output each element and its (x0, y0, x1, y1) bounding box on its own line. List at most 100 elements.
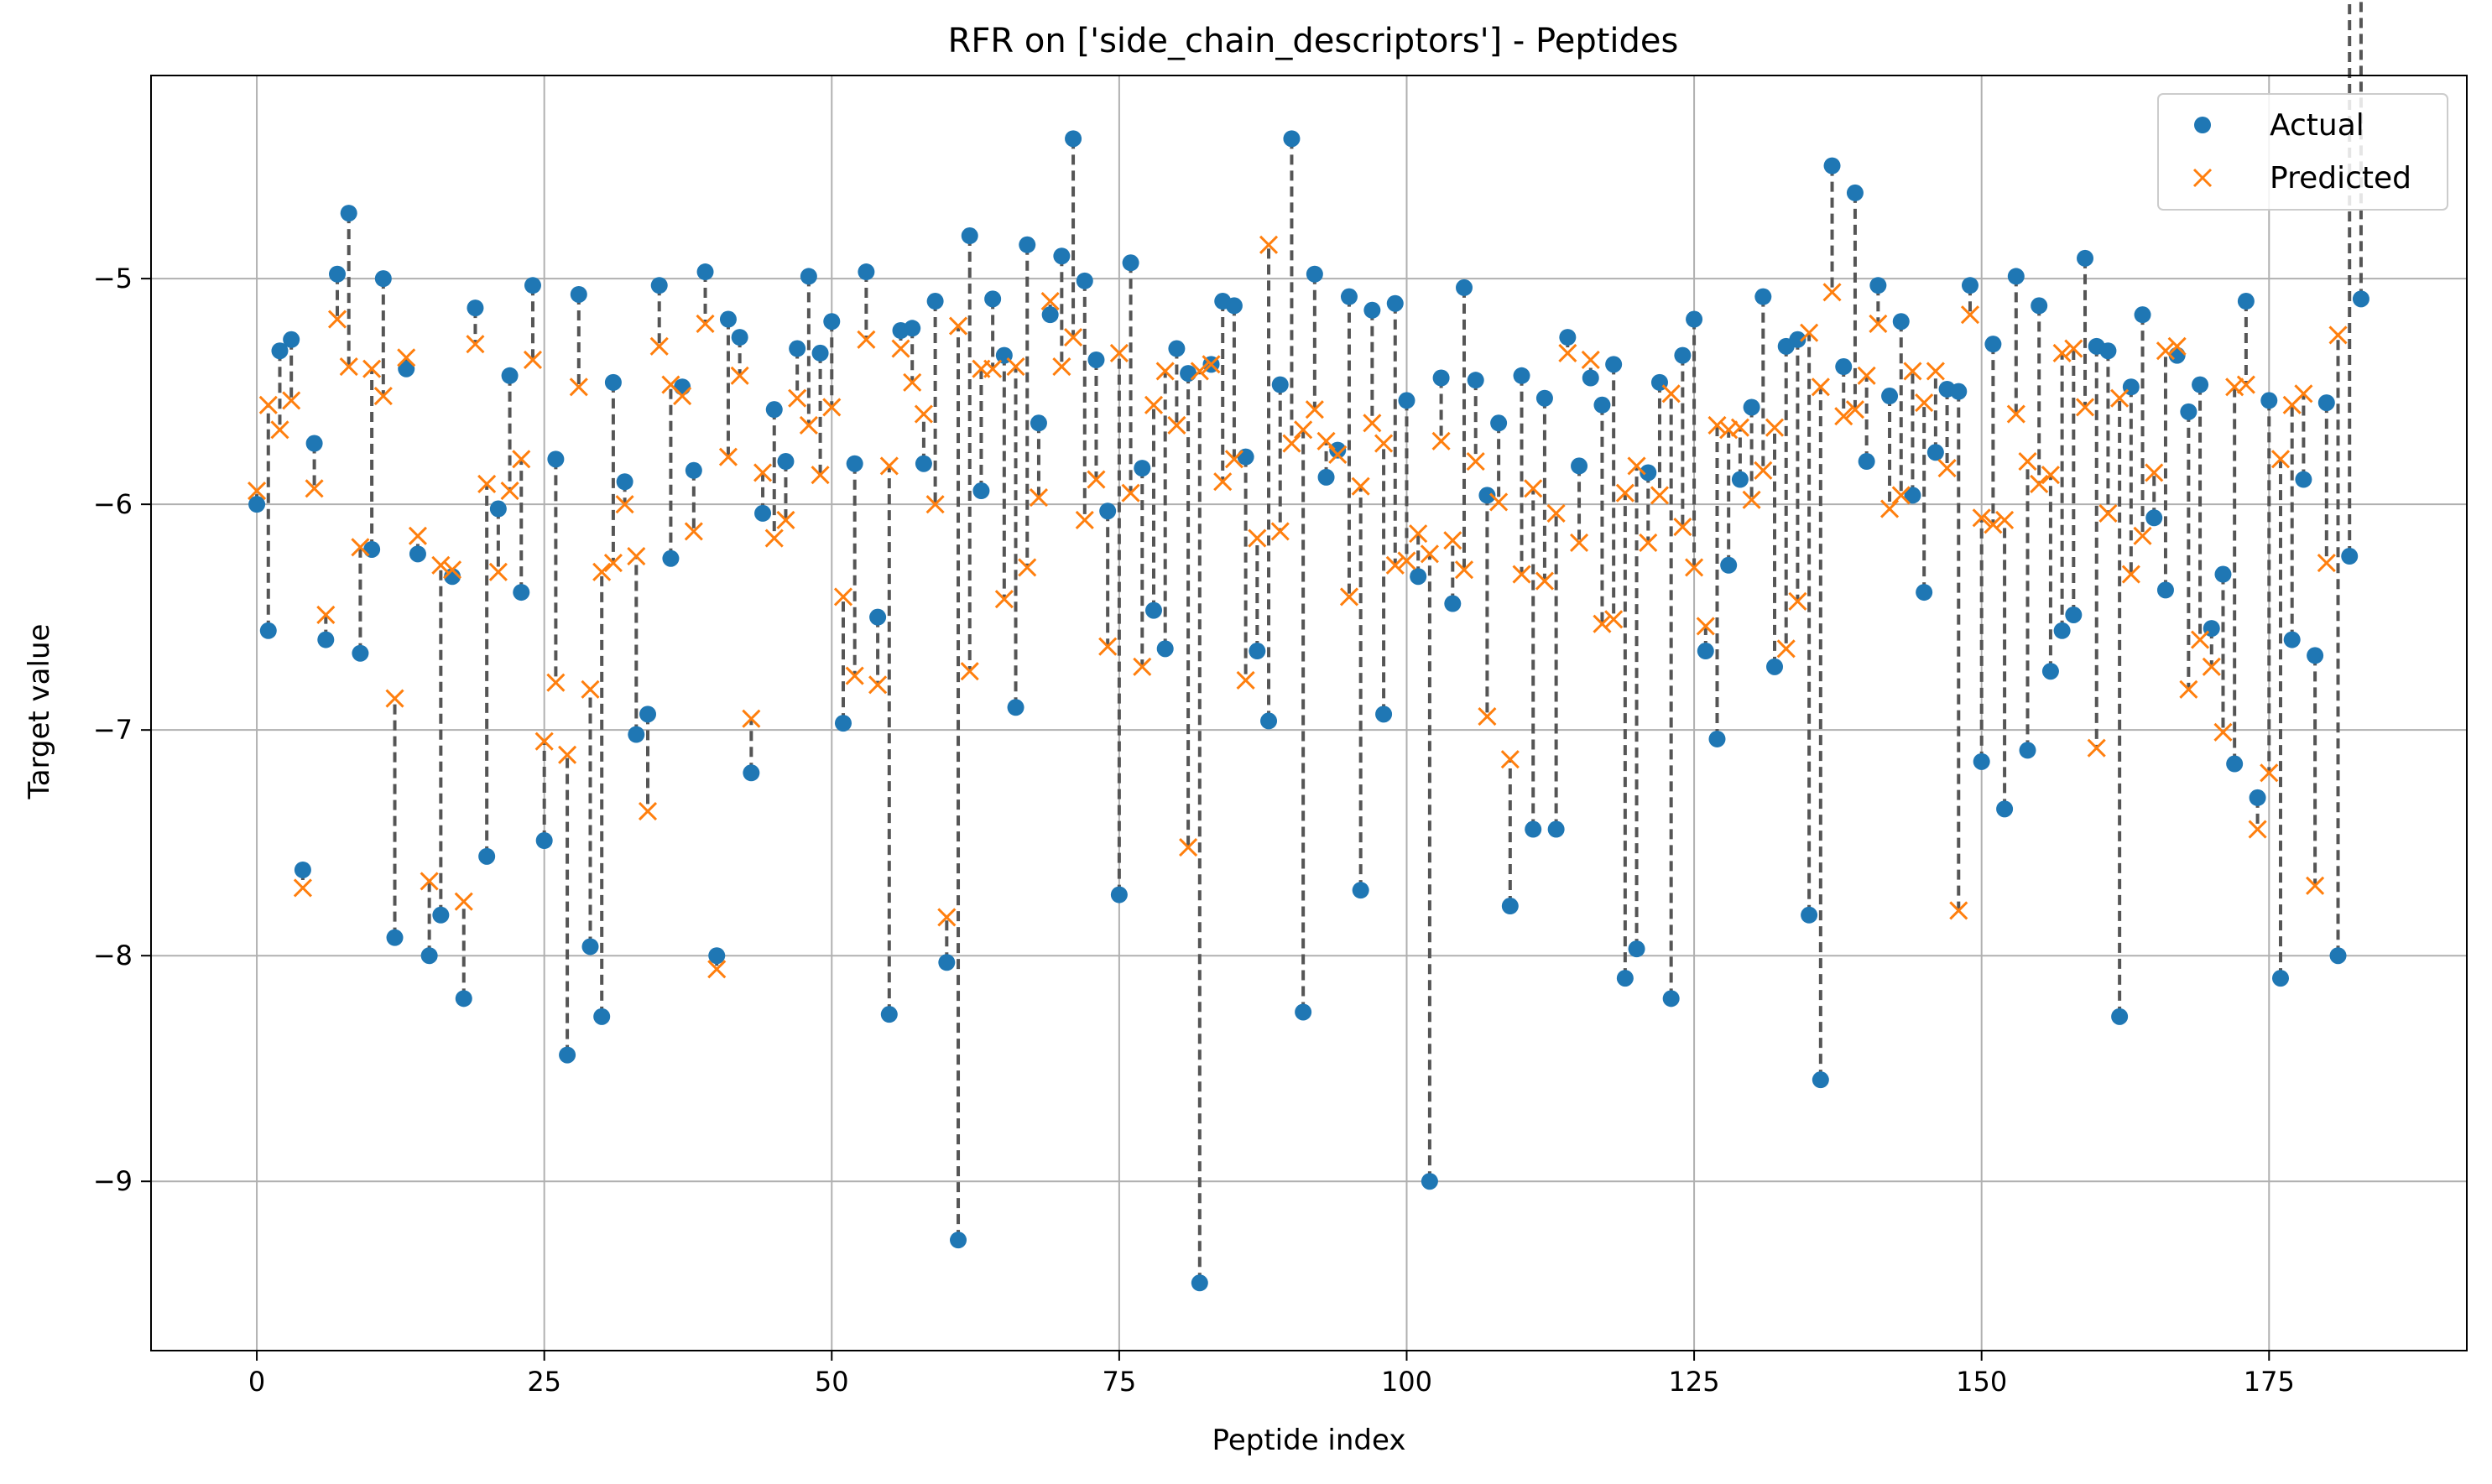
actual-point (1582, 369, 1599, 387)
predicted-point (1765, 418, 1785, 437)
predicted-point (1650, 486, 1670, 505)
actual-point (2307, 647, 2324, 664)
x-tick-label: 75 (1103, 1366, 1137, 1398)
predicted-point (420, 872, 439, 891)
actual-point (696, 263, 714, 281)
predicted-point (2075, 398, 2095, 417)
predicted-point (1604, 610, 1624, 629)
actual-point (1697, 643, 1714, 660)
actual-point (2007, 268, 2025, 285)
predicted-point (2191, 630, 2210, 649)
actual-point (1766, 658, 1784, 675)
actual-point (1444, 595, 1462, 612)
actual-point (1593, 396, 1611, 414)
predicted-point (534, 732, 554, 751)
actual-point (708, 947, 726, 965)
actual-point (765, 401, 783, 419)
predicted-point (857, 330, 876, 349)
residual-connectors (255, 0, 2363, 1284)
actual-point (547, 450, 565, 468)
legend-predicted-label: Predicted (2270, 161, 2411, 195)
predicted-point (1524, 479, 1543, 498)
x-tick-label: 25 (527, 1366, 561, 1398)
predicted-point (937, 908, 957, 927)
actual-point (1375, 706, 1393, 723)
actual-point (616, 473, 633, 491)
actual-point (1134, 460, 1151, 477)
predicted-point (1040, 291, 1060, 311)
predicted-point (1385, 555, 1405, 575)
actual-point (2145, 509, 2163, 527)
predicted-point (1155, 362, 1175, 381)
actual-point (2065, 606, 2083, 623)
predicted-point (1776, 639, 1796, 659)
predicted-point (1639, 533, 1658, 552)
predicted-point (2294, 384, 2313, 404)
actual-point (719, 310, 737, 328)
predicted-point (868, 675, 888, 695)
x-tick-label: 0 (248, 1366, 265, 1398)
actual-point (754, 504, 772, 522)
predicted-point (2133, 526, 2152, 545)
predicted-point (914, 404, 933, 424)
predicted-point (2328, 325, 2348, 345)
predicted-point (1339, 587, 1359, 607)
actual-point (834, 715, 852, 732)
actual-point (1501, 898, 1519, 915)
actual-point (1513, 367, 1530, 384)
predicted-point (2121, 565, 2140, 584)
predicted-point (2087, 738, 2106, 758)
actual-point (317, 631, 335, 648)
actual-point (2099, 342, 2117, 360)
actual-point (2283, 631, 2301, 648)
predicted-point (1593, 614, 1612, 633)
predicted-point (1685, 558, 1704, 577)
actual-point (685, 461, 702, 479)
actual-point (248, 496, 266, 513)
predicted-point (2052, 343, 2072, 362)
actual-point (1271, 376, 1289, 393)
predicted-point (1248, 529, 1267, 548)
predicted-point (1546, 503, 1566, 523)
actual-point (2111, 1008, 2129, 1025)
predicted-point (2317, 554, 2336, 573)
predicted-point (1995, 510, 2015, 530)
actual-point (2192, 376, 2209, 393)
actual-point (467, 299, 484, 317)
actual-point (1547, 820, 1565, 838)
predicted-point (1730, 418, 1749, 437)
actual-point (524, 277, 541, 294)
actual-point (823, 313, 841, 331)
predicted-point (1397, 551, 1416, 570)
actual-point (2341, 548, 2359, 565)
predicted-point (1627, 456, 1646, 476)
predicted-point (1822, 283, 1842, 302)
x-tick-label: 125 (1669, 1366, 1720, 1398)
actual-point (674, 378, 691, 396)
actual-point (2077, 249, 2094, 267)
predicted-point (845, 666, 864, 685)
y-tick-label: −8 (93, 940, 133, 971)
predicted-point (1351, 476, 1370, 496)
predicted-point (1661, 384, 1681, 404)
predicted-point (373, 386, 393, 406)
predicted-point (788, 388, 807, 408)
actual-point (283, 331, 300, 348)
actual-point (1605, 356, 1623, 373)
predicted-point (2167, 336, 2187, 356)
actual-point (329, 265, 347, 283)
predicted-point (1270, 522, 1290, 541)
actual-point (1317, 468, 1335, 486)
actual-point (2053, 622, 2071, 639)
actual-point (581, 938, 599, 955)
actual-point (271, 342, 289, 360)
actual-point (1225, 297, 1243, 315)
actual-point (501, 367, 519, 384)
predicted-point (1581, 350, 1600, 370)
predicted-point (2225, 378, 2244, 397)
predicted-point (1018, 558, 1037, 577)
actual-point (2214, 565, 2232, 583)
actual-point (1110, 886, 1128, 903)
predicted-point (2202, 657, 2221, 676)
